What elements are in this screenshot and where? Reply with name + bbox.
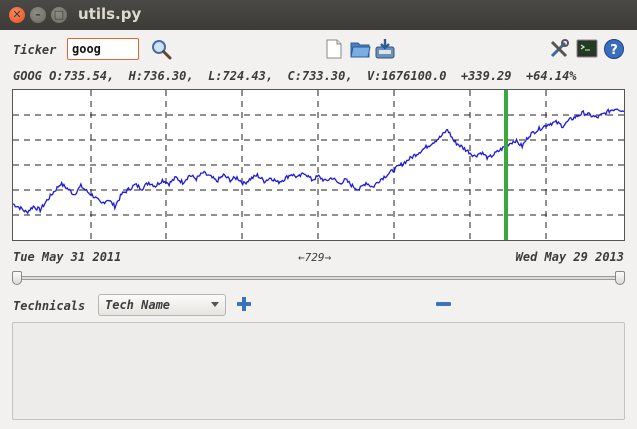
remove-technical-button[interactable] xyxy=(436,302,451,306)
range-days: ←729→ xyxy=(298,251,332,264)
help-icon[interactable]: ? xyxy=(603,38,625,60)
price-series-line xyxy=(12,108,625,215)
range-slider-start-handle[interactable] xyxy=(12,271,22,285)
quote-stats: GOOG O:735.54, H:736.30, L:724.43, C:733… xyxy=(13,69,577,83)
range-start-date: Tue May 31 2011 xyxy=(13,250,122,264)
technical-select[interactable]: Tech Name xyxy=(98,294,226,316)
title-bar: ✕ – □ utils.py xyxy=(0,0,637,30)
maximize-window-button[interactable]: □ xyxy=(51,7,67,23)
price-chart[interactable] xyxy=(12,89,625,241)
new-file-icon[interactable] xyxy=(323,38,345,60)
close-window-button[interactable]: ✕ xyxy=(9,7,25,23)
ticker-input[interactable]: goog xyxy=(67,38,139,60)
technicals-label: Technicals xyxy=(13,299,86,313)
chevron-down-icon xyxy=(211,302,219,307)
ticker-label: Ticker xyxy=(13,43,57,57)
open-folder-icon[interactable] xyxy=(349,38,371,60)
window-title: utils.py xyxy=(78,5,142,23)
svg-text:?: ? xyxy=(610,43,618,58)
save-icon[interactable] xyxy=(374,38,396,60)
technical-select-value: Tech Name xyxy=(105,298,171,312)
search-icon[interactable] xyxy=(150,38,172,60)
chart-canvas xyxy=(12,90,625,240)
technicals-panel xyxy=(12,322,625,420)
terminal-icon[interactable] xyxy=(576,38,598,60)
minimize-window-button[interactable]: – xyxy=(30,7,46,23)
range-slider-track[interactable] xyxy=(14,276,624,280)
range-end-date: Wed May 29 2013 xyxy=(515,250,624,264)
add-technical-button[interactable] xyxy=(236,296,252,312)
tools-icon[interactable] xyxy=(548,38,570,60)
range-slider-end-handle[interactable] xyxy=(615,271,625,285)
